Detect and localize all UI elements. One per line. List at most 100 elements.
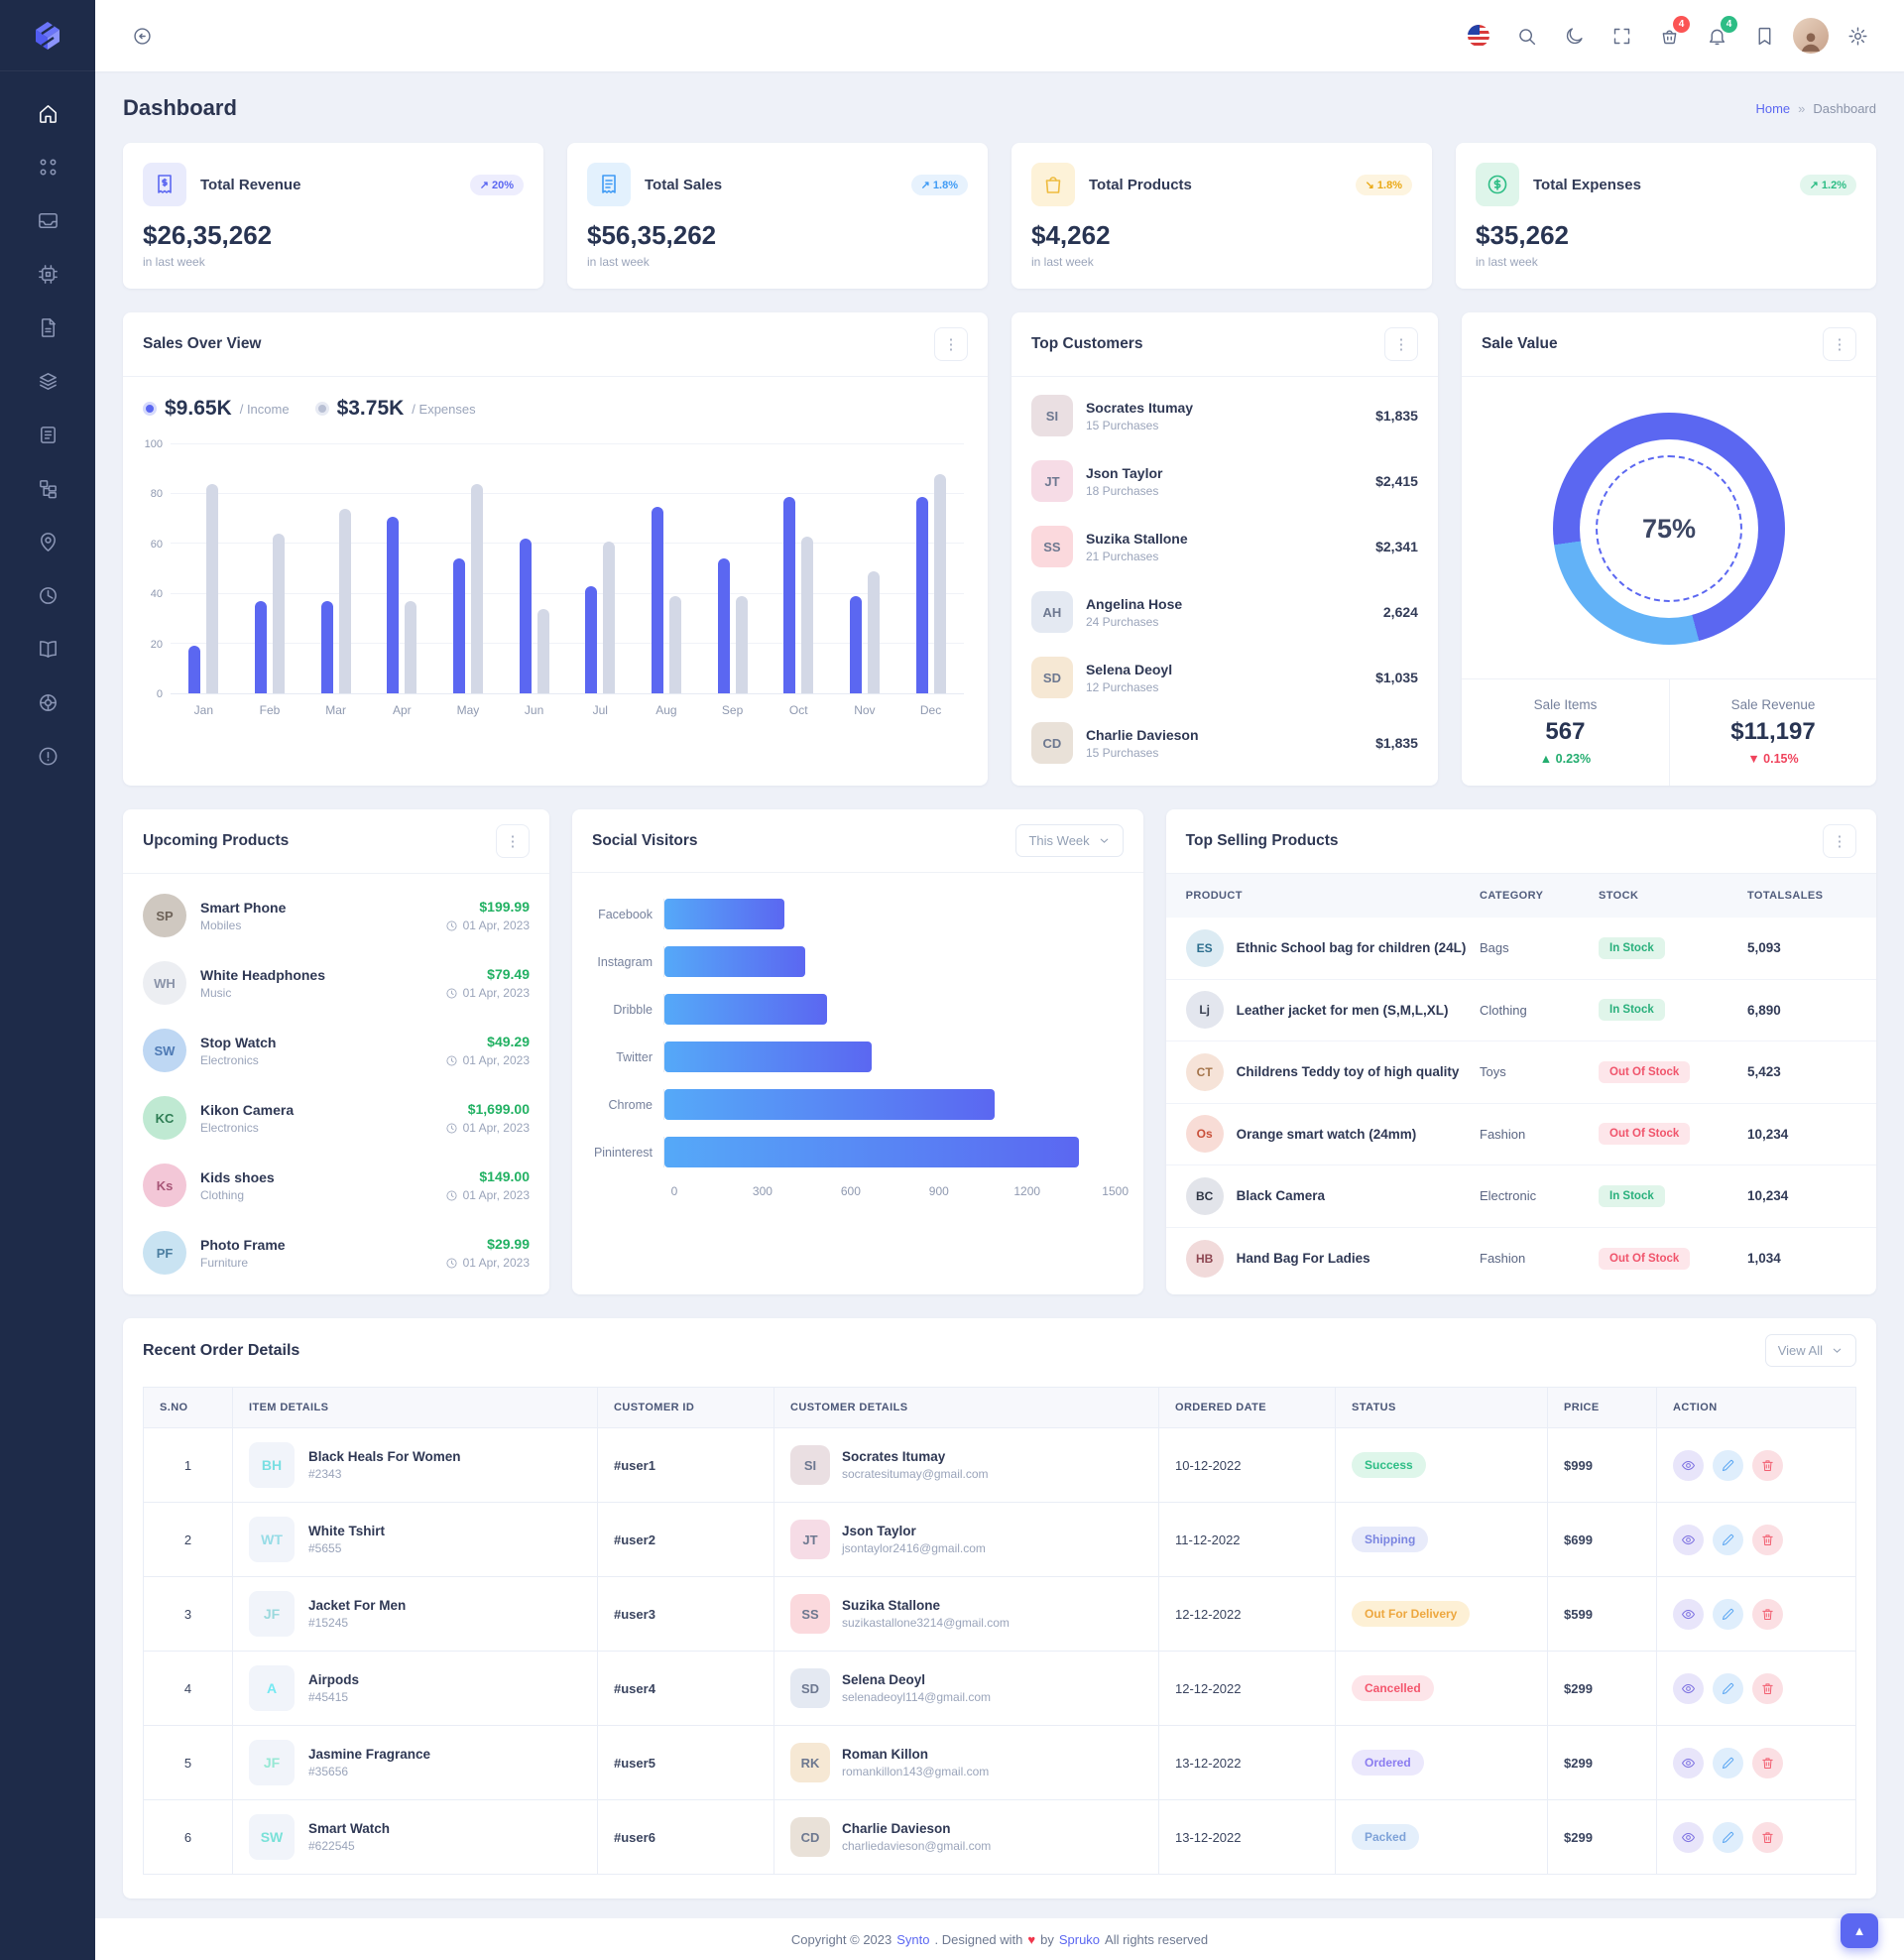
footer-spruko-link[interactable]: Spruko (1058, 1931, 1101, 1947)
sales-overview-menu-button[interactable]: ⋮ (933, 327, 968, 361)
bell-button[interactable]: 4 (1698, 16, 1737, 55)
customer-id[interactable]: #user2 (597, 1502, 774, 1577)
upcoming-product-item[interactable]: Ks Kids shoes Clothing $149.00 01 Apr, 2… (123, 1152, 549, 1219)
bar-group-Aug[interactable] (651, 444, 681, 693)
view-order-button[interactable] (1673, 1598, 1704, 1630)
delete-order-button[interactable] (1752, 1747, 1783, 1778)
top-customers-menu-button[interactable]: ⋮ (1383, 327, 1418, 361)
item-thumb: WT (249, 1517, 295, 1562)
top-selling-row[interactable]: BC Black Camera Electronic In Stock 10,23… (1165, 1165, 1876, 1228)
delete-order-button[interactable] (1752, 1598, 1783, 1630)
customer-list-item[interactable]: JT Json Taylor 18 Purchases $2,415 (1012, 448, 1438, 514)
social-bar-Pininterest[interactable]: Pininterest (582, 1137, 1116, 1167)
order-row: 4 A Airpods #45415 #user4 SD Selena Deoyl… (143, 1651, 1856, 1726)
social-range-selector[interactable]: This Week (1015, 824, 1124, 857)
search-button[interactable] (1507, 17, 1545, 55)
footer-synto-link[interactable]: Synto (896, 1931, 930, 1947)
top-selling-row[interactable]: HB Hand Bag For Ladies Fashion Out Of Sto… (1166, 1228, 1876, 1290)
customer-id[interactable]: #user6 (597, 1799, 774, 1875)
moon-button[interactable] (1555, 17, 1593, 55)
view-order-button[interactable] (1673, 1672, 1704, 1704)
delete-order-button[interactable] (1752, 1524, 1783, 1555)
sidebar-item-time-icon[interactable] (26, 575, 69, 615)
upcoming-product-item[interactable]: SP Smart Phone Mobiles $199.99 01 Apr, 2… (123, 882, 549, 949)
view-order-button[interactable] (1673, 1747, 1704, 1778)
view-all-button[interactable]: View All (1764, 1334, 1856, 1367)
top-selling-menu-button[interactable]: ⋮ (1823, 824, 1856, 858)
customer-id[interactable]: #user5 (597, 1725, 774, 1800)
sidebar-item-inbox-icon[interactable] (26, 200, 69, 240)
view-order-button[interactable] (1673, 1821, 1704, 1853)
social-bar-Facebook[interactable]: Facebook (582, 899, 1116, 929)
sidebar-item-apps-icon[interactable] (26, 147, 69, 186)
fullscreen-button[interactable] (1603, 17, 1640, 55)
sidebar-item-news-icon[interactable] (26, 415, 69, 454)
stat-value: $56,35,262 (587, 220, 717, 250)
bar-group-Mar[interactable] (320, 444, 351, 693)
bar-group-Jan[interactable] (188, 444, 219, 693)
bar-group-Nov[interactable] (849, 444, 880, 693)
upcoming-product-item[interactable]: WH White Headphones Music $79.49 01 Apr,… (123, 949, 549, 1017)
sidebar-item-info-icon[interactable] (26, 736, 69, 776)
upcoming-product-item[interactable]: PF Photo Frame Furniture $29.99 01 Apr, … (123, 1219, 549, 1286)
sidebar-item-wheel-icon[interactable] (26, 682, 69, 722)
edit-order-button[interactable] (1713, 1672, 1743, 1704)
social-bar-Twitter[interactable]: Twitter (582, 1041, 1116, 1072)
sidebar-item-file-icon[interactable] (26, 307, 69, 347)
view-order-button[interactable] (1673, 1524, 1704, 1555)
edit-order-button[interactable] (1713, 1449, 1743, 1481)
user-avatar[interactable] (1793, 18, 1829, 54)
language-button[interactable] (1460, 17, 1497, 55)
customer-list-item[interactable]: SD Selena Deoyl 12 Purchases $1,035 (1012, 645, 1438, 710)
customer-id[interactable]: #user3 (597, 1576, 774, 1652)
breadcrumb-home-link[interactable]: Home (1755, 100, 1791, 116)
stat-title: Total Products (1089, 176, 1192, 193)
edit-order-button[interactable] (1713, 1524, 1743, 1555)
customer-id[interactable]: #user4 (597, 1651, 774, 1726)
sidebar-item-home-icon[interactable] (26, 93, 69, 133)
bar-group-Sep[interactable] (717, 444, 748, 693)
social-bar-Instagram[interactable]: Instagram (582, 946, 1116, 977)
bar-group-Dec[interactable] (915, 444, 946, 693)
edit-order-button[interactable] (1713, 1747, 1743, 1778)
delete-order-button[interactable] (1752, 1449, 1783, 1481)
customer-purchases: 18 Purchases (1085, 483, 1159, 498)
bar-group-May[interactable] (452, 444, 483, 693)
sale-value-menu-button[interactable]: ⋮ (1823, 327, 1856, 361)
sidebar-item-layers-icon[interactable] (26, 361, 69, 401)
bar-group-Jul[interactable] (585, 444, 616, 693)
scroll-to-top-button[interactable]: ▲ (1841, 1913, 1878, 1948)
top-selling-row[interactable]: CT Childrens Teddy toy of high quality To… (1165, 1041, 1876, 1104)
gear-button[interactable] (1839, 17, 1876, 55)
view-order-button[interactable] (1673, 1449, 1704, 1481)
bookmark-button[interactable] (1745, 17, 1783, 55)
sidebar-item-book-icon[interactable] (26, 629, 69, 669)
social-bar-Dribble[interactable]: Dribble (582, 994, 1116, 1025)
customer-list-item[interactable]: SS Suzika Stallone 21 Purchases $2,341 (1012, 514, 1438, 579)
cart-button[interactable]: 4 (1650, 16, 1690, 55)
bar-group-Oct[interactable] (783, 444, 814, 693)
top-selling-row[interactable]: Os Orange smart watch (24mm) Fashion Out … (1165, 1104, 1876, 1165)
bar-group-Jun[interactable] (519, 444, 549, 693)
customer-list-item[interactable]: SI Socrates Itumay 15 Purchases $1,835 (1012, 383, 1438, 448)
sidebar-item-cpu-icon[interactable] (26, 254, 69, 294)
bar-group-Apr[interactable] (387, 444, 417, 693)
social-bar-Chrome[interactable]: Chrome (582, 1089, 1116, 1120)
customer-list-item[interactable]: AH Angelina Hose 24 Purchases 2,624 (1012, 579, 1438, 645)
sidebar-item-sitemap-icon[interactable] (26, 468, 69, 508)
top-selling-row[interactable]: Lj Leather jacket for men (S,M,L,XL) Clot… (1165, 980, 1876, 1041)
upcoming-products-menu-button[interactable]: ⋮ (496, 824, 530, 858)
edit-order-button[interactable] (1713, 1821, 1743, 1853)
sidebar-item-map-pin-icon[interactable] (26, 522, 69, 561)
app-logo[interactable] (0, 0, 95, 71)
customer-id[interactable]: #user1 (597, 1427, 774, 1503)
edit-order-button[interactable] (1713, 1598, 1743, 1630)
delete-order-button[interactable] (1752, 1672, 1783, 1704)
customer-list-item[interactable]: CD Charlie Davieson 15 Purchases $1,835 (1012, 710, 1438, 776)
bar-group-Feb[interactable] (254, 444, 285, 693)
top-selling-row[interactable]: ES Ethnic School bag for children (24L) B… (1165, 918, 1876, 980)
upcoming-product-item[interactable]: KC Kikon Camera Electronics $1,699.00 01… (123, 1084, 549, 1152)
upcoming-product-item[interactable]: SW Stop Watch Electronics $49.29 01 Apr,… (123, 1017, 549, 1084)
delete-order-button[interactable] (1752, 1821, 1783, 1853)
sidebar-collapse-button[interactable] (123, 17, 161, 55)
